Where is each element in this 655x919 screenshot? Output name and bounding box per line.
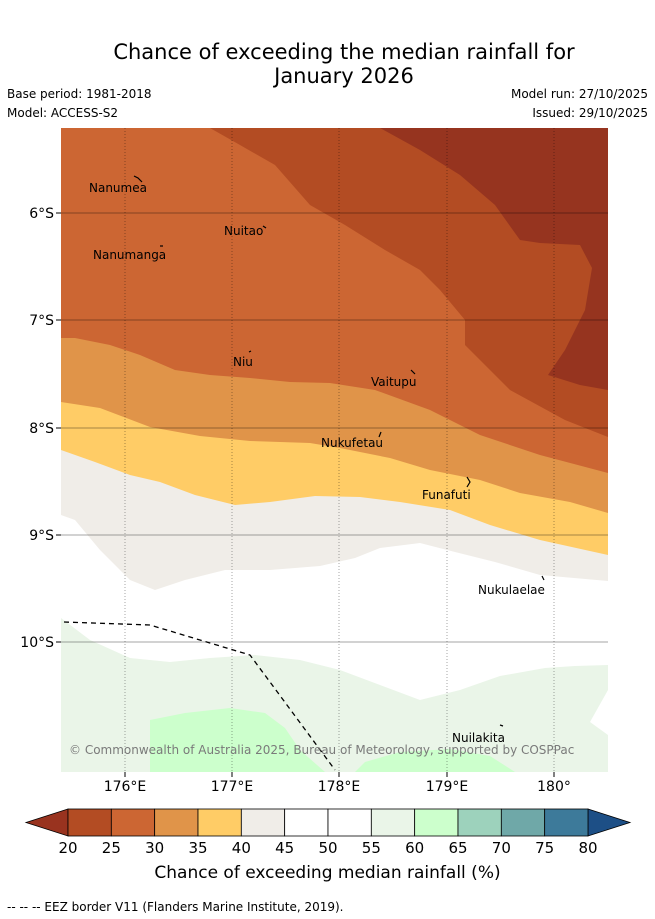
colorbar-tick-label: 65 — [448, 839, 467, 857]
issued-date: Issued: 29/10/2025 — [532, 106, 648, 120]
title-line-2: January 2026 — [274, 64, 414, 88]
island-nuitao-shape — [262, 225, 267, 229]
band-60-65-west — [150, 708, 325, 772]
lat-axis-labels: 6°S 7°S 8°S 9°S 10°S — [20, 206, 61, 651]
colorbar-under-arrow — [24, 808, 69, 837]
colorbar-tick-label: 25 — [102, 839, 121, 857]
island-nukulaelae-shape — [541, 575, 545, 581]
lon-label-180: 180° — [537, 779, 571, 795]
model-name: Model: ACCESS-S2 — [7, 106, 119, 120]
colorbar-swatch — [500, 808, 546, 837]
colorbar-swatch — [240, 808, 286, 837]
copyright-notice: © Commonwealth of Australia 2025, Bureau… — [69, 743, 574, 757]
island-vaitupu-shape — [410, 369, 416, 375]
island-nanumea-shape — [133, 175, 143, 183]
label-vaitupu: Vaitupu — [371, 375, 417, 389]
gridlines — [61, 128, 608, 772]
lat-label-10s: 10°S — [20, 635, 54, 651]
colorbar-swatch — [154, 808, 199, 837]
island-nukufetau-shape — [378, 431, 382, 438]
colorbar-swatch — [414, 808, 459, 837]
colorbar-tick-label: 30 — [145, 839, 164, 857]
colorbar-tick-label: 55 — [362, 839, 381, 857]
island-nuilakita-shape — [499, 724, 504, 727]
label-nukulaelae: Nukulaelae — [478, 583, 545, 597]
colorbar-tick-label: 50 — [318, 839, 337, 857]
colorbar-swatch — [544, 808, 589, 837]
colorbar-swatch — [67, 808, 112, 837]
colorbar: 20 25 30 35 40 45 50 55 60 65 70 75 80 — [24, 808, 632, 857]
label-nukufetau: Nukufetau — [321, 436, 383, 450]
title-line-1: Chance of exceeding the median rainfall … — [113, 40, 575, 64]
colorbar-tick-label: 70 — [492, 839, 511, 857]
island-labels: Nanumea Nuitao Nanumanga Niu Vaitupu Nuk… — [89, 181, 545, 745]
island-funafuti-shape — [466, 476, 471, 488]
island-niu-shape — [248, 350, 252, 353]
colorbar-tick-label: 75 — [535, 839, 554, 857]
colorbar-tick-label: 60 — [405, 839, 424, 857]
colorbar-swatch — [197, 808, 242, 837]
island-shapes — [133, 175, 545, 727]
colorbar-tick-label: 40 — [232, 839, 251, 857]
model-run: Model run: 27/10/2025 — [510, 87, 648, 101]
colorbar-over-arrow — [587, 808, 632, 837]
lat-label-6s: 6°S — [29, 206, 54, 222]
colorbar-tick-label: 45 — [275, 839, 294, 857]
lat-label-8s: 8°S — [29, 421, 54, 437]
lon-label-176e: 176°E — [104, 779, 147, 795]
label-funafuti: Funafuti — [422, 488, 471, 502]
band-60-65-south — [355, 749, 515, 772]
colorbar-tick-label: 80 — [578, 839, 597, 857]
colorbar-swatch — [327, 808, 372, 837]
label-niu: Niu — [233, 355, 253, 369]
colorbar-swatch — [457, 808, 502, 837]
base-period: Base period: 1981-2018 — [7, 87, 152, 101]
colorbar-title: Chance of exceeding median rainfall (%) — [154, 863, 501, 883]
lon-label-177e: 177°E — [211, 779, 254, 795]
lat-label-9s: 9°S — [29, 528, 54, 544]
colorbar-swatch — [370, 808, 416, 837]
map-title: Chance of exceeding the median rainfall … — [0, 40, 655, 88]
label-nanumanga: Nanumanga — [93, 248, 166, 262]
lon-label-179e: 179°E — [426, 779, 469, 795]
label-nuitao: Nuitao — [224, 224, 263, 238]
lon-label-178e: 178°E — [318, 779, 361, 795]
band-15-20 — [380, 128, 608, 390]
colorbar-tick-label: 35 — [188, 839, 207, 857]
rainfall-bands — [61, 128, 608, 772]
colorbar-swatch — [284, 808, 329, 837]
colorbar-swatch — [110, 808, 156, 837]
eez-border — [63, 621, 336, 771]
label-nanumea: Nanumea — [89, 181, 147, 195]
label-nuilakita: Nuilakita — [452, 731, 505, 745]
lon-axis-labels: 176°E 177°E 178°E 179°E 180° — [104, 772, 571, 795]
lat-label-7s: 7°S — [29, 313, 54, 329]
eez-footnote: -- -- -- EEZ border V11 (Flanders Marine… — [7, 900, 344, 914]
colorbar-tick-label: 20 — [58, 839, 77, 857]
